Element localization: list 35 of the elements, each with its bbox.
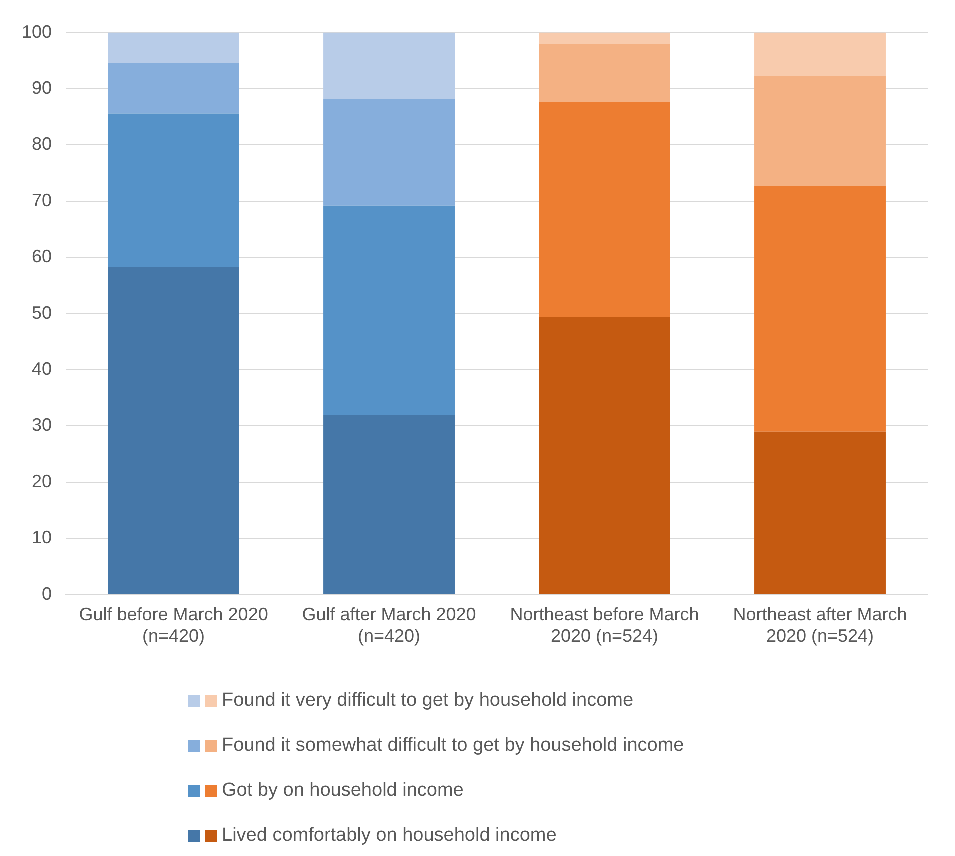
legend-label: Found it somewhat difficult to get by household income [222, 734, 684, 756]
x-tick-label: Gulf after March 2020 (n=420) [302, 604, 476, 646]
y-tick-label: 60 [32, 246, 52, 267]
bar [324, 206, 455, 416]
bar [539, 44, 670, 102]
y-tick-label: 80 [32, 134, 52, 154]
bar [539, 102, 670, 318]
legend-label: Got by on household income [222, 780, 464, 802]
bar [539, 317, 670, 594]
bar [324, 99, 455, 206]
bar [754, 186, 886, 432]
y-tick-label: 0 [42, 584, 52, 604]
bar [108, 32, 240, 64]
y-tick-label: 30 [32, 415, 52, 436]
bar [539, 32, 670, 44]
y-tick-label: 100 [22, 22, 52, 42]
y-tick-label: 70 [32, 190, 52, 210]
bar [108, 63, 240, 114]
legend-label: Lived comfortably on household income [222, 824, 557, 846]
x-tick-label: Northeast after March 2020 (n=524) [733, 604, 908, 646]
y-tick-label: 40 [32, 358, 52, 379]
legend-label: Found it very difficult to get by household income [222, 690, 634, 712]
bar [754, 32, 886, 76]
bar [754, 432, 886, 594]
bar [324, 32, 455, 100]
bar [324, 416, 455, 594]
y-tick-label: 10 [32, 528, 52, 548]
bar [108, 114, 240, 268]
y-tick-label: 50 [32, 302, 52, 323]
x-tick-label: Gulf before March 2020 (n=420) [79, 604, 268, 646]
bar [108, 267, 240, 594]
bar [754, 76, 886, 186]
y-tick-label: 90 [32, 78, 52, 98]
x-tick-label: Northeast before March 2020 (n=524) [510, 604, 700, 646]
y-tick-label: 20 [32, 471, 52, 492]
